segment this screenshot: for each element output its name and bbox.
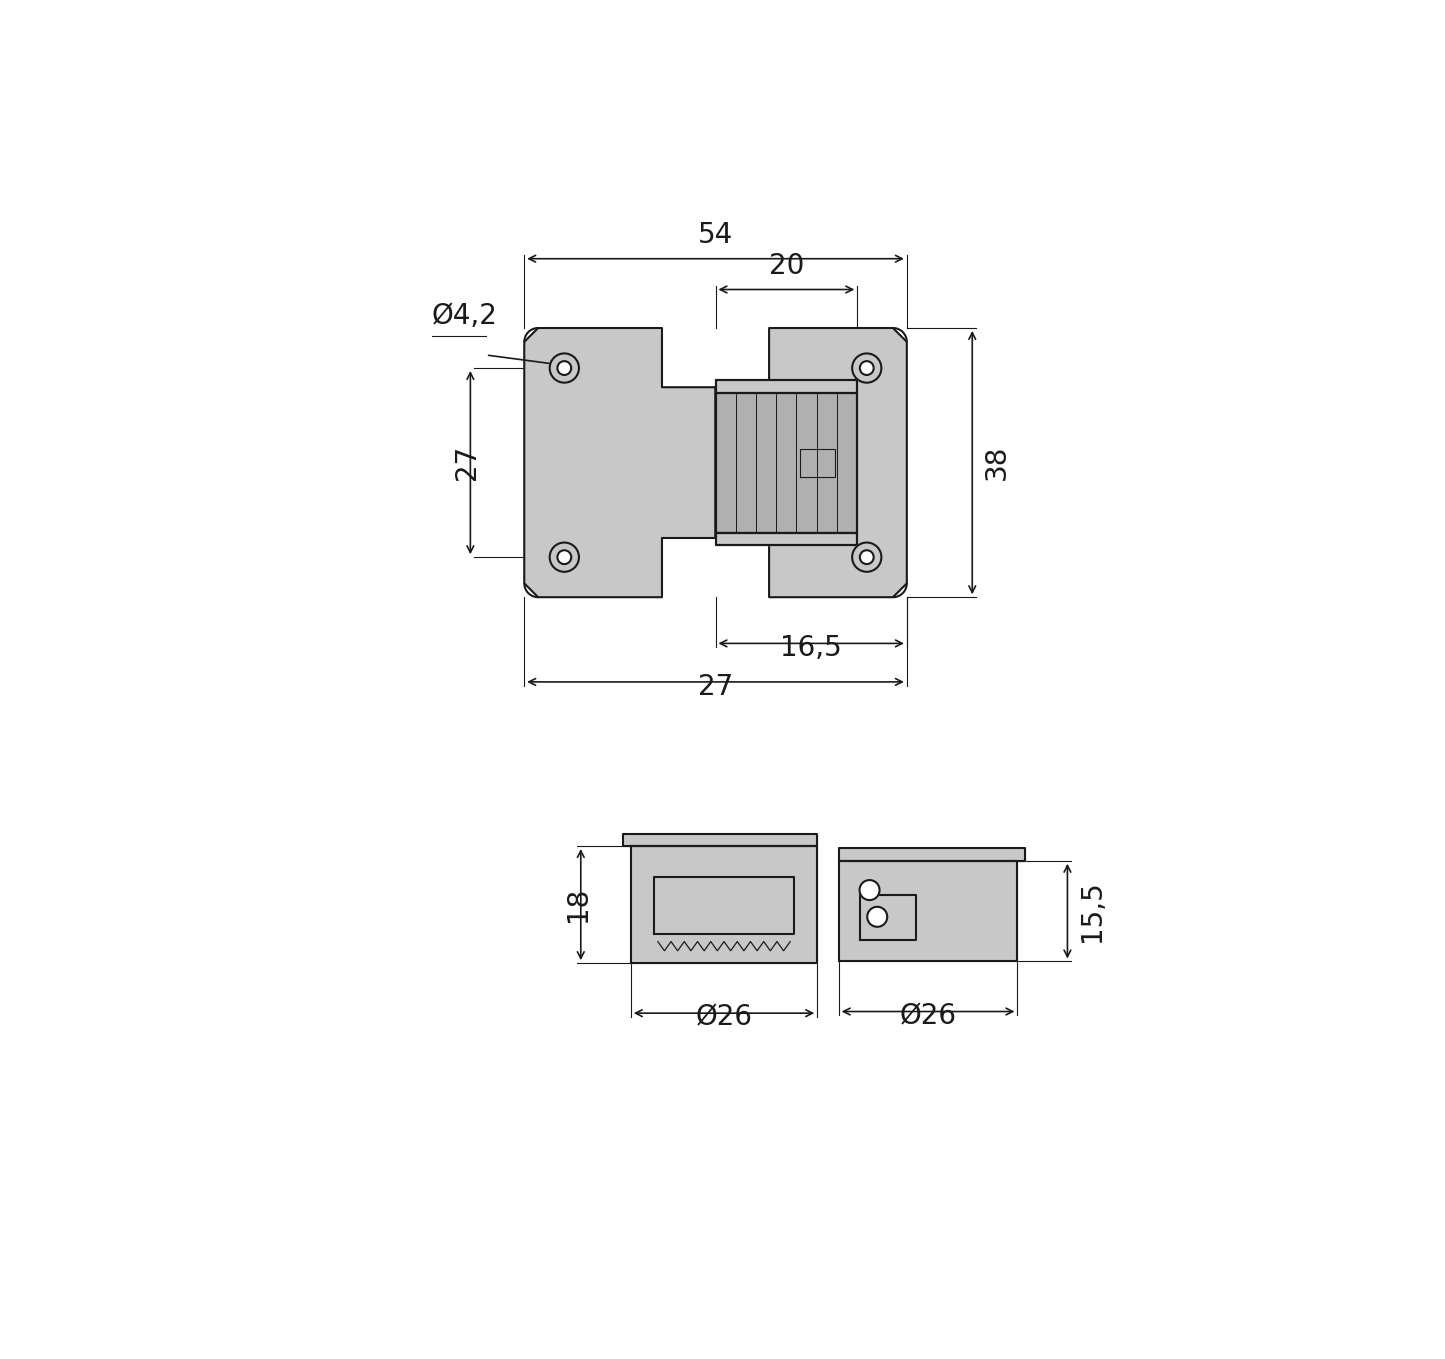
- Polygon shape: [715, 393, 857, 533]
- Polygon shape: [715, 533, 857, 545]
- Text: 15,5: 15,5: [1078, 881, 1107, 942]
- Circle shape: [558, 550, 571, 564]
- Circle shape: [853, 542, 881, 572]
- Polygon shape: [623, 834, 818, 847]
- Polygon shape: [838, 848, 1025, 860]
- Text: Ø26: Ø26: [695, 1004, 753, 1031]
- Circle shape: [860, 361, 874, 375]
- Circle shape: [860, 881, 880, 900]
- Text: 20: 20: [769, 253, 803, 280]
- Text: 16,5: 16,5: [780, 635, 842, 662]
- Text: 38: 38: [983, 444, 1011, 480]
- Text: 27: 27: [454, 444, 481, 480]
- Text: 18: 18: [564, 887, 591, 923]
- Circle shape: [853, 353, 881, 383]
- Text: 27: 27: [698, 673, 733, 701]
- Polygon shape: [525, 328, 715, 597]
- Circle shape: [867, 906, 887, 927]
- Circle shape: [549, 542, 579, 572]
- Circle shape: [558, 361, 571, 375]
- Text: Ø26: Ø26: [900, 1003, 957, 1030]
- Polygon shape: [838, 860, 1017, 961]
- Text: 54: 54: [698, 222, 733, 250]
- Text: Ø4,2: Ø4,2: [432, 302, 497, 329]
- Polygon shape: [715, 328, 907, 597]
- Circle shape: [549, 353, 579, 383]
- Circle shape: [860, 550, 874, 564]
- Polygon shape: [715, 381, 857, 393]
- Polygon shape: [631, 847, 818, 964]
